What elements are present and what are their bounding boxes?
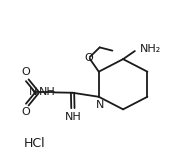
Text: N: N — [96, 100, 104, 110]
Text: N: N — [28, 87, 37, 97]
Text: NH₂: NH₂ — [140, 44, 161, 54]
Text: O: O — [22, 108, 30, 117]
Text: O: O — [22, 67, 30, 77]
Text: HCl: HCl — [24, 137, 45, 150]
Text: O: O — [85, 53, 94, 63]
Text: NH: NH — [64, 112, 81, 122]
Text: NH: NH — [39, 87, 55, 97]
